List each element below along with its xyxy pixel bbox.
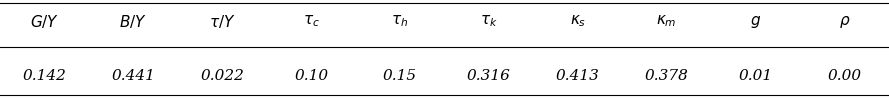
Text: 0.316: 0.316 (467, 69, 511, 83)
Text: 0.142: 0.142 (22, 69, 67, 83)
Text: 0.378: 0.378 (645, 69, 689, 83)
Text: $\kappa_s$: $\kappa_s$ (570, 14, 586, 29)
Text: $B/Y$: $B/Y$ (119, 13, 148, 30)
Text: 0.01: 0.01 (739, 69, 773, 83)
Text: 0.10: 0.10 (294, 69, 328, 83)
Text: $G/Y$: $G/Y$ (30, 13, 59, 30)
Text: $\rho$: $\rho$ (839, 14, 850, 30)
Text: 0.00: 0.00 (828, 69, 861, 83)
Text: $\tau_h$: $\tau_h$ (391, 14, 409, 29)
Text: $g$: $g$ (750, 14, 761, 30)
Text: $\kappa_m$: $\kappa_m$ (656, 14, 677, 29)
Text: $\tau_k$: $\tau_k$ (480, 14, 498, 29)
Text: 0.022: 0.022 (200, 69, 244, 83)
Text: 0.413: 0.413 (556, 69, 600, 83)
Text: $\tau_c$: $\tau_c$ (303, 14, 319, 29)
Text: $\tau/Y$: $\tau/Y$ (209, 13, 236, 30)
Text: 0.441: 0.441 (111, 69, 156, 83)
Text: 0.15: 0.15 (383, 69, 417, 83)
